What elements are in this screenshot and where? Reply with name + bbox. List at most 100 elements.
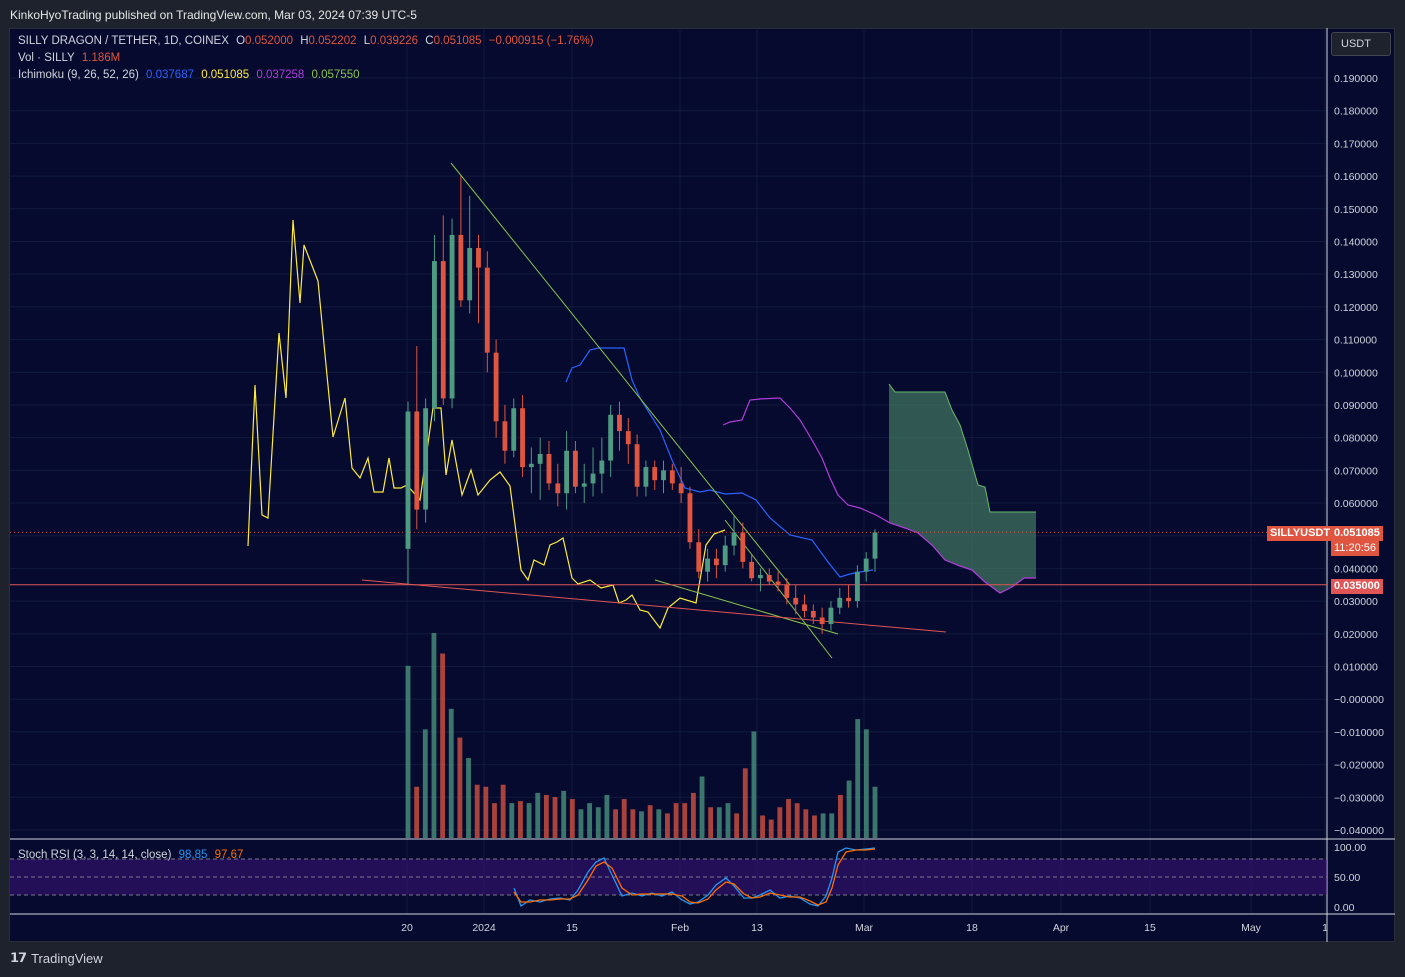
candle-body bbox=[749, 561, 755, 579]
volume-bar bbox=[466, 758, 471, 838]
volume-bar bbox=[405, 665, 411, 838]
price-axis-label: 0.100000 bbox=[1334, 367, 1378, 379]
ichimoku-legend: Ichimoku (9, 26, 52, 26) 0.037687 0.0510… bbox=[18, 69, 364, 81]
volume-bar bbox=[578, 809, 584, 838]
time-axis-label: 1 bbox=[1322, 922, 1328, 934]
volume-bar bbox=[595, 807, 601, 838]
low-label: L bbox=[363, 35, 371, 47]
volume-bar bbox=[812, 815, 817, 838]
stoch-k-line bbox=[513, 847, 876, 907]
candle-body bbox=[414, 411, 420, 510]
volume-bar bbox=[509, 803, 515, 838]
price-axis-label: 0.160000 bbox=[1334, 171, 1378, 183]
price-axis-label: −0.030000 bbox=[1334, 792, 1384, 804]
low-value: 0.039226 bbox=[370, 35, 419, 47]
volume-bar bbox=[630, 809, 636, 838]
time-axis-label: Apr bbox=[1053, 922, 1070, 934]
candle-body bbox=[687, 493, 693, 543]
candle-body bbox=[581, 483, 587, 487]
volume-bar bbox=[855, 719, 861, 838]
candle-body bbox=[775, 581, 781, 585]
high-label: H bbox=[300, 35, 309, 47]
stoch-d-line bbox=[513, 848, 876, 906]
price-axis-label: 0.090000 bbox=[1334, 400, 1378, 412]
candle-body bbox=[572, 450, 578, 487]
candle-body bbox=[819, 617, 825, 625]
ichimoku-lead1-line bbox=[888, 383, 1036, 513]
candle-body bbox=[546, 454, 552, 484]
price-axis-label: 0.140000 bbox=[1334, 236, 1378, 248]
candle-body bbox=[528, 463, 534, 468]
volume-bar bbox=[526, 803, 532, 838]
volume-bar bbox=[786, 799, 791, 838]
ichimoku-cloud bbox=[889, 384, 1036, 593]
ichimoku-base-line bbox=[247, 219, 726, 630]
volume-bar bbox=[699, 776, 705, 838]
price-axis-label: 0.010000 bbox=[1334, 662, 1378, 674]
stoch-d-value: 97.67 bbox=[214, 849, 244, 861]
price-axis-label: 0.070000 bbox=[1334, 465, 1378, 477]
time-axis-label: 13 bbox=[751, 922, 763, 934]
last-price-tag: 0.051085 bbox=[1331, 526, 1383, 541]
volume-bar bbox=[587, 803, 593, 838]
ichimoku-lead2: 0.057550 bbox=[311, 69, 360, 81]
price-axis-label: 0.180000 bbox=[1334, 106, 1378, 118]
volume-bar bbox=[448, 708, 454, 838]
candle-body bbox=[766, 574, 772, 582]
candle-body bbox=[846, 597, 851, 602]
volume-bar bbox=[656, 809, 662, 838]
price-axis-label: −0.000000 bbox=[1334, 694, 1384, 706]
price-axis-label: 0.110000 bbox=[1334, 335, 1377, 347]
level-tag: 0.035000 bbox=[1331, 579, 1383, 594]
candle-body bbox=[652, 467, 658, 481]
volume-bar bbox=[742, 768, 748, 838]
ichimoku-conversion-line bbox=[565, 347, 874, 578]
tradingview-logo[interactable]: 𝟭𝟳 TradingView bbox=[10, 950, 103, 966]
volume-bar bbox=[613, 809, 618, 838]
stoch-axis-label: 50.00 bbox=[1334, 872, 1360, 884]
volume-bar bbox=[492, 803, 497, 838]
volume-bar bbox=[543, 794, 549, 838]
price-axis-label: −0.010000 bbox=[1334, 727, 1384, 739]
price-axis-label: −0.040000 bbox=[1334, 825, 1384, 837]
time-axis-label: 15 bbox=[566, 922, 578, 934]
time-axis-label: 20 bbox=[401, 922, 413, 934]
candle-body bbox=[802, 604, 807, 611]
volume-bar bbox=[569, 799, 575, 838]
candle-body bbox=[502, 421, 508, 451]
stoch-axis-label: 100.00 bbox=[1334, 842, 1366, 854]
candle-body bbox=[555, 483, 561, 494]
volume-bar bbox=[760, 815, 765, 838]
candle-body bbox=[740, 532, 746, 562]
currency-button[interactable]: USDT bbox=[1331, 32, 1391, 56]
ichimoku-conversion: 0.037687 bbox=[146, 69, 194, 81]
volume-bar bbox=[647, 805, 653, 838]
volume-bar bbox=[829, 813, 835, 838]
price-axis-label: 0.080000 bbox=[1334, 433, 1378, 445]
candle-body bbox=[872, 532, 878, 559]
volume-bar bbox=[422, 729, 428, 838]
volume-bar bbox=[518, 801, 523, 838]
volume-bar bbox=[751, 731, 757, 838]
candle-body bbox=[476, 248, 481, 268]
candle-body bbox=[634, 444, 640, 487]
volume-bar bbox=[561, 790, 567, 838]
volume-bar bbox=[872, 786, 878, 838]
time-axis-label: Mar bbox=[855, 922, 874, 934]
candle-body bbox=[511, 408, 517, 451]
candle-body bbox=[617, 414, 622, 432]
volume-bar bbox=[621, 799, 627, 838]
candle-body bbox=[713, 558, 719, 566]
volume-value: 1.186M bbox=[81, 52, 121, 64]
volume-bar bbox=[500, 784, 506, 838]
candle-body bbox=[758, 574, 763, 579]
stoch-legend: Stoch RSI (3, 3, 14, 14, close) 98.85 97… bbox=[18, 849, 247, 861]
tv-logo-icon: 𝟭𝟳 bbox=[10, 950, 27, 965]
footer-bar bbox=[0, 942, 1405, 977]
high-value: 0.052202 bbox=[308, 35, 357, 47]
time-axis-label: 2024 bbox=[472, 922, 496, 934]
open-label: O bbox=[236, 35, 246, 47]
time-axis-label: 18 bbox=[966, 922, 978, 934]
candle-body bbox=[722, 545, 728, 566]
